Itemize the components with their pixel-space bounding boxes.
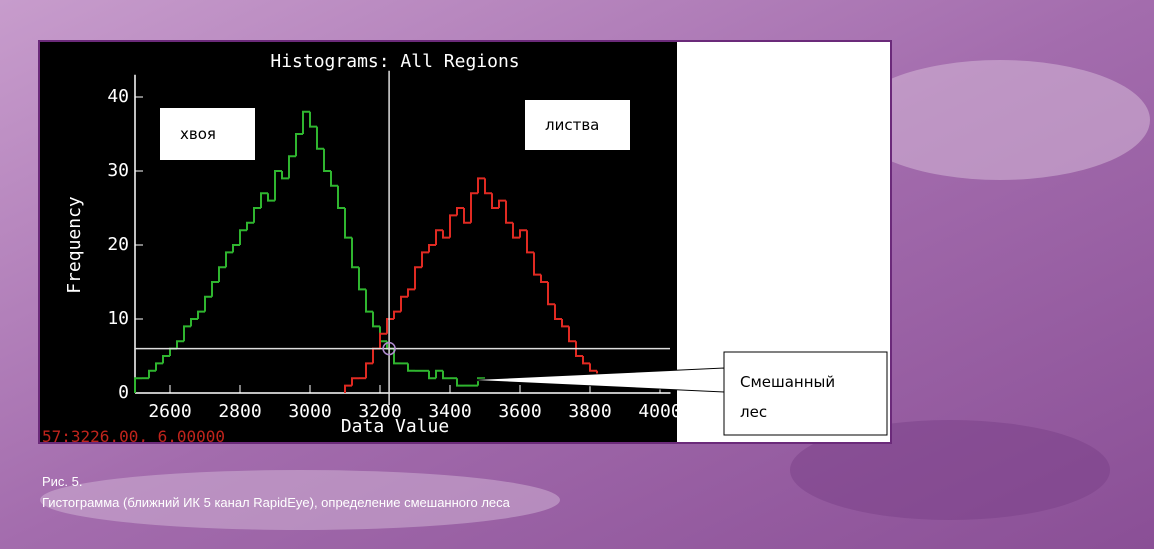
y-axis-label: Frequency (64, 196, 85, 294)
x-tick-label: 3000 (288, 401, 331, 422)
caption-text: Гистограмма (ближний ИК 5 канал RapidEye… (42, 495, 511, 510)
page: Histograms: All Regions Data Value Frequ… (0, 0, 1154, 549)
x-tick-label: 2600 (148, 401, 191, 422)
x-tick-label: 3600 (498, 401, 541, 422)
y-tick-label: 0 (118, 382, 129, 403)
texture (850, 60, 1150, 180)
x-tick-label: 3400 (428, 401, 471, 422)
y-tick-label: 10 (107, 308, 129, 329)
x-tick-label: 3200 (358, 401, 401, 422)
annotation: лес (740, 403, 767, 421)
caption-number: Рис. 5. (42, 474, 83, 489)
annotation: Смешанный (740, 373, 835, 391)
x-tick-label: 2800 (218, 401, 261, 422)
callout-box (724, 352, 887, 435)
chart-title: Histograms: All Regions (270, 51, 519, 72)
y-tick-label: 30 (107, 160, 129, 181)
annotation: листва (545, 116, 599, 134)
x-tick-label: 4000 (638, 401, 681, 422)
y-tick-label: 20 (107, 234, 129, 255)
x-tick-label: 3800 (568, 401, 611, 422)
y-tick-label: 40 (107, 86, 129, 107)
annotation: хвоя (180, 125, 216, 143)
